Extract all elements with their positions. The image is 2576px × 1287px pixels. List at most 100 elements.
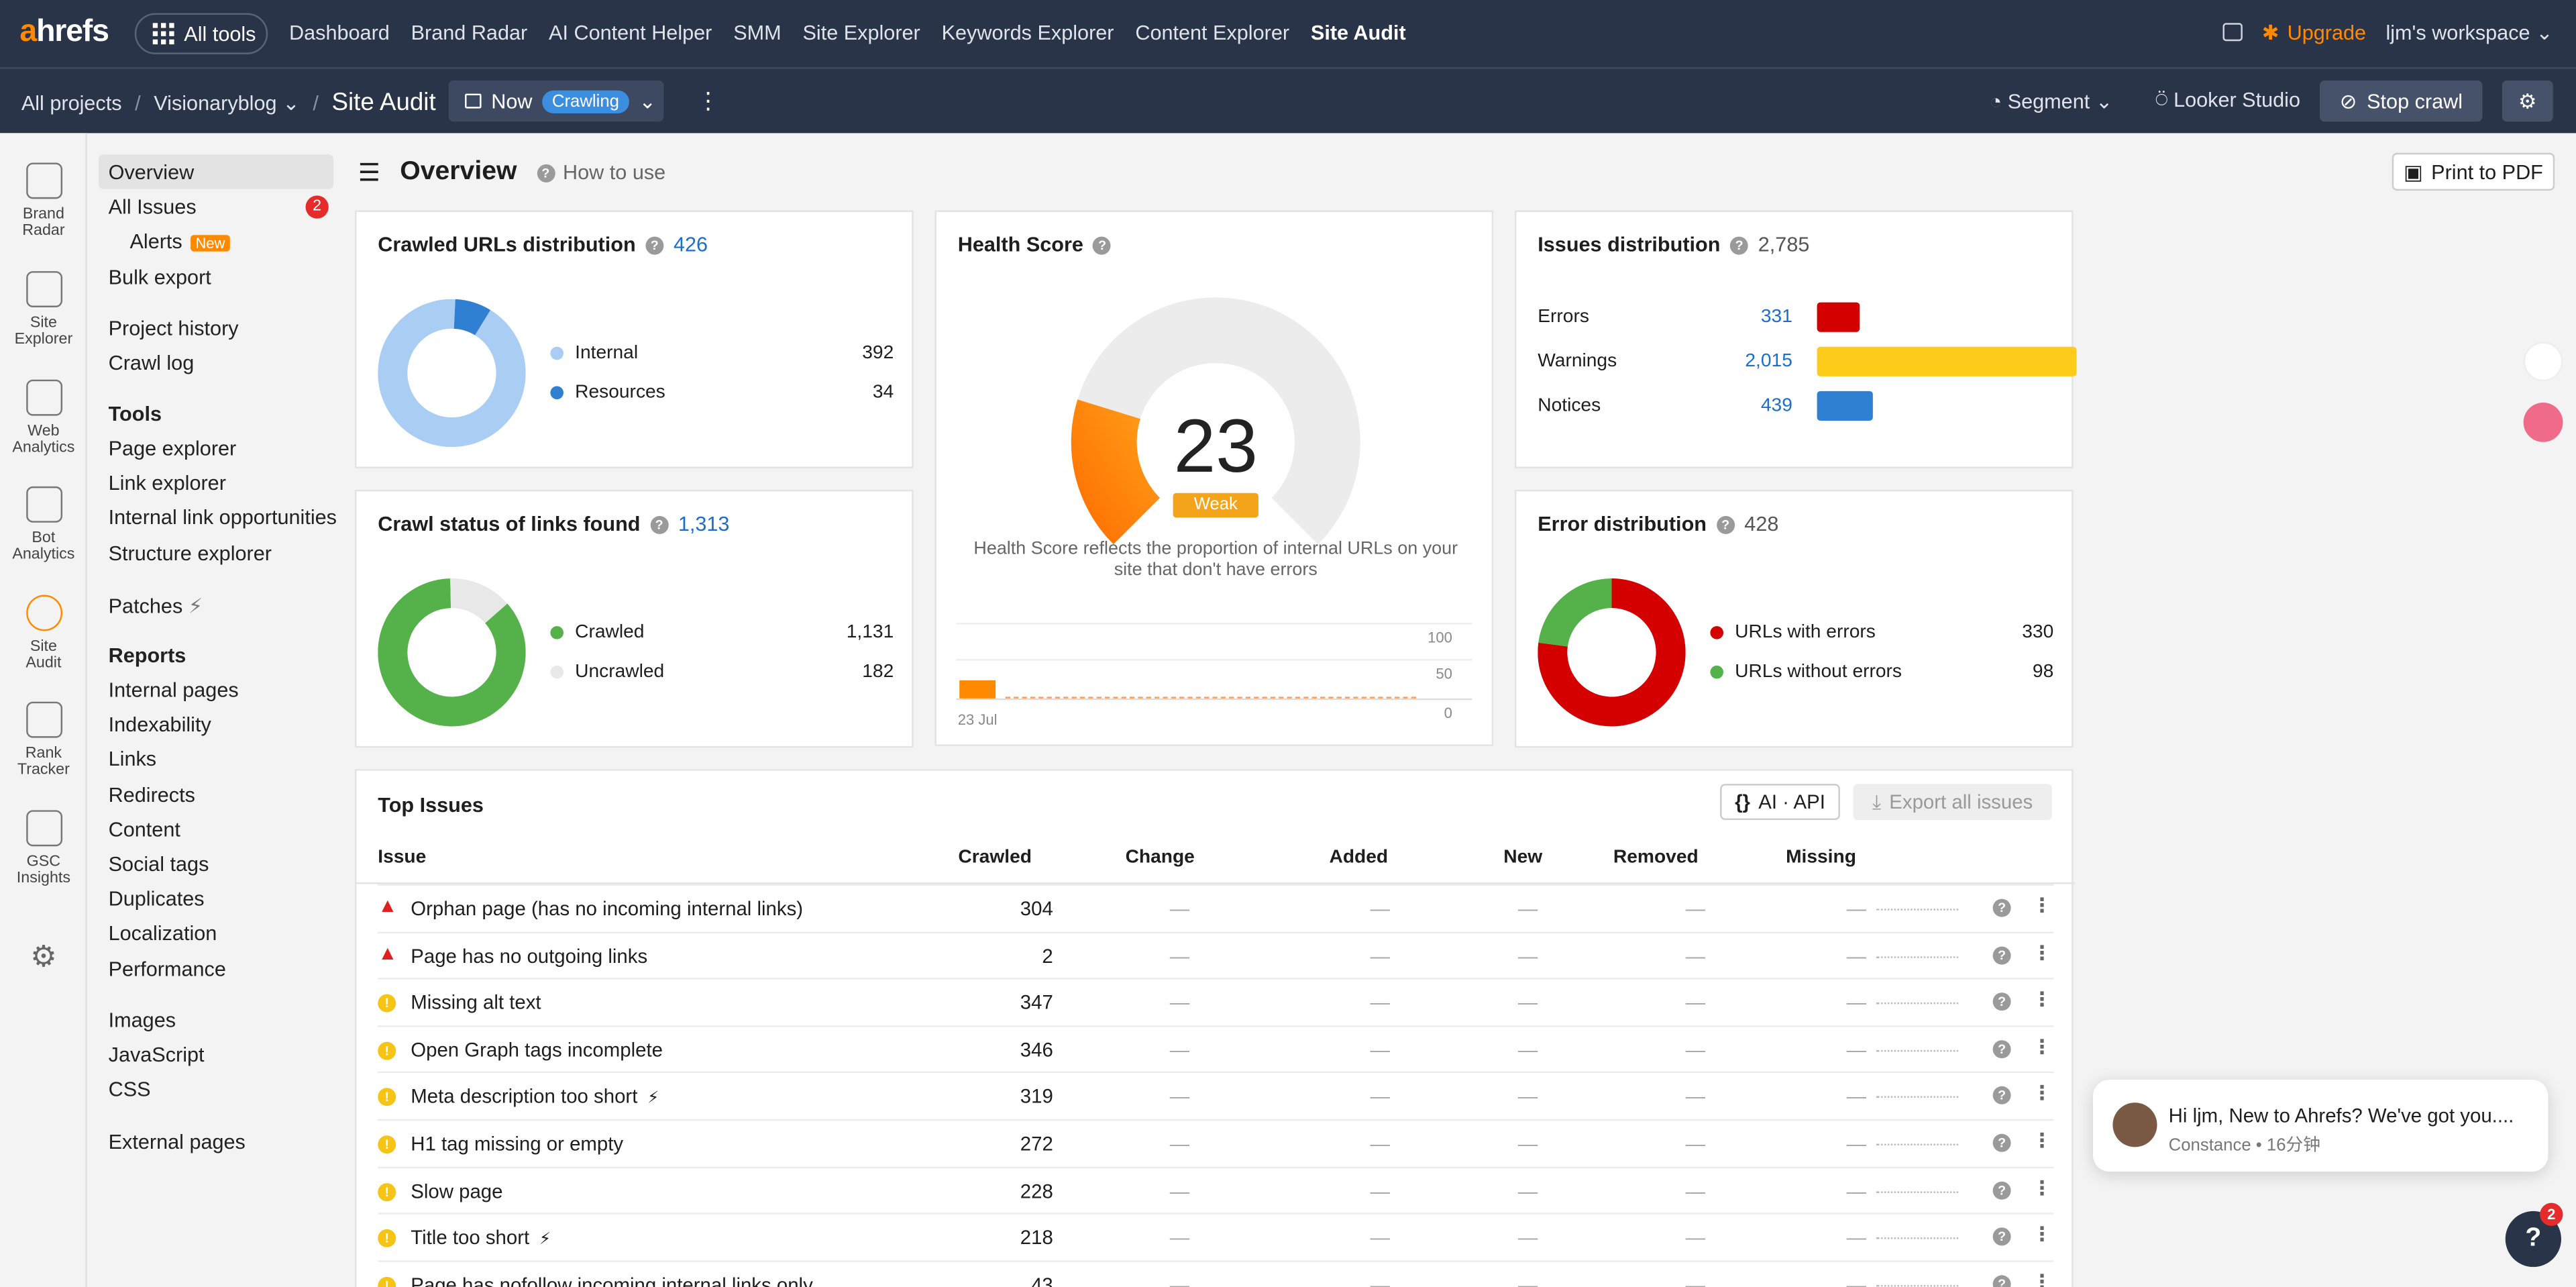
legend-item[interactable]: Resources 34 xyxy=(550,383,894,403)
row-value[interactable]: 439 xyxy=(1760,396,1792,416)
issue-name[interactable]: Title too short ⚡ xyxy=(411,1226,551,1249)
rail-item-site-explorer[interactable]: Site Explorer xyxy=(0,271,87,348)
column-header-added[interactable]: Added xyxy=(1329,847,1389,868)
crawled-count[interactable]: 228 xyxy=(1020,1179,1053,1202)
issue-name[interactable]: Slow page xyxy=(411,1179,502,1202)
column-header-new[interactable]: New xyxy=(1503,847,1543,868)
nav-link-site-audit[interactable]: Site Audit xyxy=(1310,21,1406,45)
row-menu-icon[interactable]: ⋮ xyxy=(2032,1270,2052,1287)
issue-row[interactable]: ! H1 tag missing or empty 272 — — — — —? ⋮ xyxy=(378,1119,2054,1166)
row-menu-icon[interactable]: ⋮ xyxy=(2032,1082,2052,1105)
upgrade-button[interactable]: ✱ Upgrade xyxy=(2261,20,2367,45)
help-icon[interactable]: ? xyxy=(650,515,669,533)
crawled-count[interactable]: 304 xyxy=(1020,897,1053,921)
settings-rail-item[interactable]: ⚙ xyxy=(0,941,87,971)
rail-item-gsc-insights[interactable]: GSC Insights xyxy=(0,810,87,887)
menu-external-pages[interactable]: External pages xyxy=(108,1130,246,1154)
issue-name[interactable]: Orphan page (has no incoming internal li… xyxy=(411,897,803,920)
legend-item[interactable]: URLs with errors 330 xyxy=(1710,623,2053,643)
help-icon[interactable]: ? xyxy=(1992,992,2011,1011)
issue-row[interactable]: ! Open Graph tags incomplete 346 — — — — —? ⋮ xyxy=(378,1025,2054,1072)
legend-item[interactable]: Crawled 1,131 xyxy=(550,623,894,643)
issue-distribution-row-notices[interactable]: Notices 439 xyxy=(1538,391,2067,424)
help-icon[interactable]: ? xyxy=(1730,236,1749,254)
menu-social-tags[interactable]: Social tags xyxy=(108,853,209,876)
issue-name[interactable]: Missing alt text xyxy=(411,991,541,1014)
issue-row[interactable]: ! Title too short ⚡ 218 — — — — —? ⋮ xyxy=(378,1213,2054,1259)
issue-row[interactable]: ! Slow page 228 — — — — —? ⋮ xyxy=(378,1166,2054,1213)
issue-name[interactable]: Open Graph tags incomplete xyxy=(411,1038,663,1061)
issue-row[interactable]: ! Missing alt text 347 — — — — —? ⋮ xyxy=(378,978,2054,1025)
crawled-count[interactable]: 2 xyxy=(1042,944,1053,968)
column-header-change[interactable]: Change xyxy=(1125,847,1195,868)
issue-name[interactable]: Page has nofollow incoming internal link… xyxy=(411,1273,813,1287)
column-header-crawled[interactable]: Crawled xyxy=(958,847,1032,868)
donut-slice-uncrawled[interactable] xyxy=(450,578,508,623)
help-icon[interactable]: ? xyxy=(1992,1274,2011,1287)
menu-indexability[interactable]: Indexability xyxy=(108,713,211,737)
more-options-icon[interactable]: ⋮ xyxy=(696,87,720,113)
menu-overview[interactable]: Overview xyxy=(108,161,195,185)
rail-item-bot-analytics[interactable]: Bot Analytics xyxy=(0,486,87,564)
row-menu-icon[interactable]: ⋮ xyxy=(2032,1176,2052,1199)
menu-redirects[interactable]: Redirects xyxy=(108,783,195,807)
how-to-use-link[interactable]: ? How to use xyxy=(536,161,665,184)
help-icon[interactable]: ? xyxy=(1992,1133,2011,1152)
row-menu-icon[interactable]: ⋮ xyxy=(2032,1129,2052,1152)
help-icon[interactable]: ? xyxy=(1992,898,2011,917)
breadcrumb-all-projects[interactable]: All projects xyxy=(21,91,122,115)
menu-link-explorer[interactable]: Link explorer xyxy=(108,472,226,495)
breadcrumb-project[interactable]: Visionaryblog ⌄ xyxy=(154,92,300,115)
issue-row[interactable]: ! Meta description too short ⚡ 319 — — — — —? ⋮ xyxy=(378,1072,2054,1119)
legend-item[interactable]: URLs without errors 98 xyxy=(1710,662,2053,682)
crawled-count[interactable]: 346 xyxy=(1020,1038,1053,1062)
ai-api-button[interactable]: {} AI · API xyxy=(1720,784,1840,821)
crawl-selector[interactable]: Now Crawling ⌄ xyxy=(448,81,664,122)
help-icon[interactable]: ? xyxy=(1992,945,2011,964)
menu-structure-explorer[interactable]: Structure explorer xyxy=(108,542,272,565)
looker-studio-button[interactable]: ⍥ Looker Studio xyxy=(2155,89,2300,112)
donut-slice-crawled[interactable] xyxy=(378,578,526,727)
rail-item-rank-tracker[interactable]: Rank Tracker xyxy=(0,701,87,779)
export-all-issues-button[interactable]: ⤓ Export all issues xyxy=(1853,784,2052,821)
menu-duplicates[interactable]: Duplicates xyxy=(108,887,205,911)
crawled-count[interactable]: 272 xyxy=(1020,1132,1053,1155)
menu-patches[interactable]: Patches ⚡ xyxy=(108,595,203,618)
crawled-count[interactable]: 347 xyxy=(1020,991,1053,1015)
menu-internal-pages[interactable]: Internal pages xyxy=(108,678,239,702)
chat-popup[interactable]: Hi ljm, New to Ahrefs? We've got you....… xyxy=(2093,1079,2548,1172)
nav-link-smm[interactable]: SMM xyxy=(733,21,782,45)
nav-link-keywords-explorer[interactable]: Keywords Explorer xyxy=(941,21,1114,45)
help-icon[interactable]: ? xyxy=(1992,1039,2011,1058)
menu-bulk-export[interactable]: Bulk export xyxy=(108,266,211,290)
issue-row[interactable]: ▲ Page has no outgoing links 2 — — — — —? ⋮ xyxy=(378,931,2054,978)
ahrefs-logo[interactable]: ahrefs xyxy=(19,15,109,50)
issue-name[interactable]: Meta description too short ⚡ xyxy=(411,1085,659,1108)
history-bar[interactable] xyxy=(959,680,996,699)
menu-internal-link-opportunities[interactable]: Internal link opportunities xyxy=(108,507,337,530)
donut-slice-urls-with-errors[interactable] xyxy=(1538,578,1686,727)
hamburger-icon[interactable]: ☰ xyxy=(358,159,380,188)
print-to-pdf-button[interactable]: ▣ Print to PDF xyxy=(2392,152,2555,191)
row-menu-icon[interactable]: ⋮ xyxy=(2032,1223,2052,1246)
app-switcher-icon[interactable] xyxy=(2523,342,2563,382)
menu-alerts[interactable]: Alerts New xyxy=(129,230,230,253)
crawled-count[interactable]: 218 xyxy=(1020,1226,1053,1249)
issue-distribution-row-warnings[interactable]: Warnings 2,015 xyxy=(1538,346,2076,380)
row-menu-icon[interactable]: ⋮ xyxy=(2032,941,2052,964)
menu-images[interactable]: Images xyxy=(108,1009,176,1032)
crawled-total[interactable]: 426 xyxy=(673,233,708,257)
crawled-count[interactable]: 43 xyxy=(1031,1273,1053,1287)
menu-performance[interactable]: Performance xyxy=(108,957,226,981)
row-value[interactable]: 331 xyxy=(1760,307,1792,327)
links-total[interactable]: 1,313 xyxy=(678,513,730,536)
menu-javascript[interactable]: JavaScript xyxy=(108,1043,205,1067)
notifications-icon[interactable] xyxy=(2222,23,2243,42)
help-icon[interactable]: ? xyxy=(1992,1086,2011,1105)
legend-item[interactable]: Uncrawled 182 xyxy=(550,662,894,682)
rail-item-web-analytics[interactable]: Web Analytics xyxy=(0,379,87,457)
column-header-removed[interactable]: Removed xyxy=(1613,847,1699,868)
row-menu-icon[interactable]: ⋮ xyxy=(2032,1035,2052,1058)
rail-item-brand-radar[interactable]: Brand Radar xyxy=(0,162,87,240)
segment-button[interactable]: ◔ Segment ⌄ xyxy=(1989,90,2113,113)
